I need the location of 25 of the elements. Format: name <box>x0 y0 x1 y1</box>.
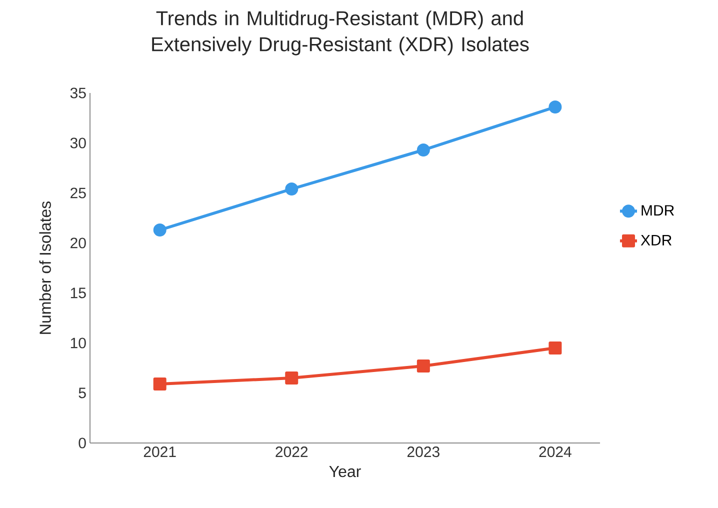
y-axis-title: Number of Isolates <box>39 201 51 334</box>
y-tick-label: 10 <box>70 338 86 348</box>
legend-label: MDR <box>642 205 674 216</box>
y-tick-label: 20 <box>70 238 86 248</box>
x-axis-title: Year <box>329 466 361 478</box>
x-tick-label: 2023 <box>407 446 440 458</box>
point <box>416 144 430 156</box>
point <box>153 224 166 236</box>
y-tick-label: 5 <box>78 388 86 398</box>
point <box>416 360 430 372</box>
point <box>153 378 166 390</box>
x-tick-label: 2021 <box>144 446 176 458</box>
point <box>285 372 298 384</box>
y-tick-label: 0 <box>78 438 86 448</box>
legend-label: XDR <box>640 235 672 246</box>
y-tick-label: 15 <box>70 288 86 298</box>
x-tick-label: 2024 <box>539 446 572 458</box>
point <box>285 182 298 196</box>
point <box>548 100 562 114</box>
chart-title: Trends in Multidrug-Resistant (MDR) and Extensively Drug-Resistant (XDR) Isolates <box>152 10 529 56</box>
y-tick-label: 30 <box>70 138 86 148</box>
y-tick-label: 25 <box>70 188 86 198</box>
y-tick-label: 35 <box>70 88 86 98</box>
x-tick-label: 2022 <box>276 446 308 458</box>
point <box>548 342 562 354</box>
